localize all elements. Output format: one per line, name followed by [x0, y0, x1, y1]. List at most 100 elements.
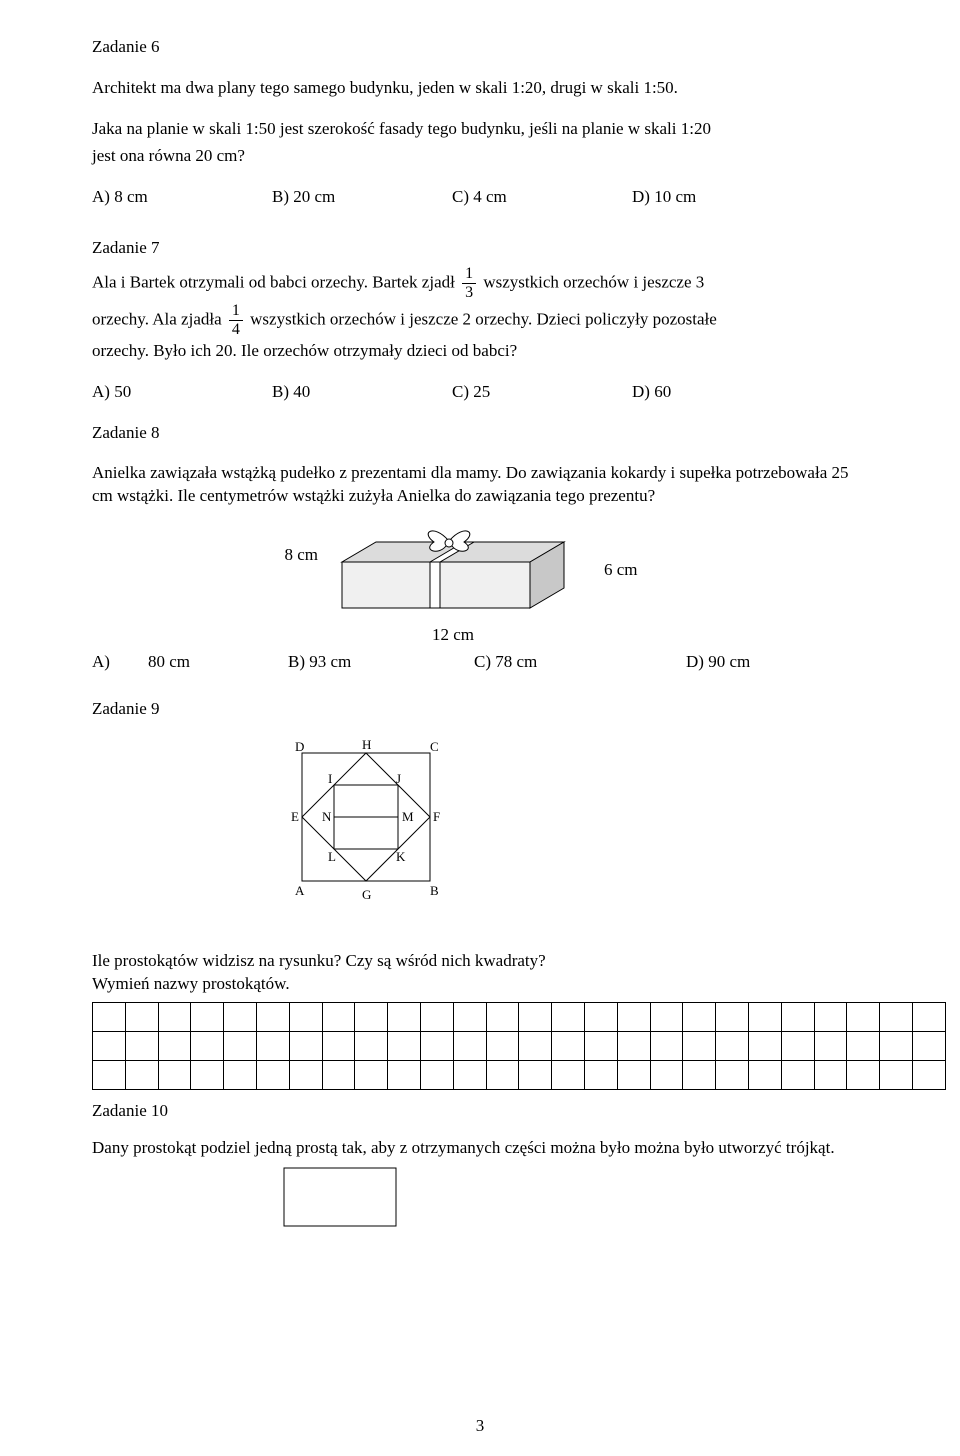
grid-cell — [847, 1031, 880, 1060]
grid-cell — [224, 1002, 257, 1031]
task10-rect-wrap — [282, 1166, 868, 1237]
task8-opt-d: D) 90 cm — [686, 651, 750, 674]
task7-opt-d: D) 60 — [632, 381, 812, 404]
grid-cell — [617, 1031, 650, 1060]
grid-cell — [781, 1031, 814, 1060]
grid-cell — [125, 1060, 158, 1089]
grid-cell — [256, 1060, 289, 1089]
task6-p2: Jaka na planie w skali 1:50 jest szeroko… — [92, 118, 868, 141]
grid-cell — [191, 1060, 224, 1089]
task8-opt-a: 80 cm — [148, 651, 288, 674]
task6-p1: Architekt ma dwa plany tego samego budyn… — [92, 77, 868, 100]
grid-cell — [125, 1031, 158, 1060]
page-number: 3 — [0, 1415, 960, 1438]
grid-cell — [814, 1031, 847, 1060]
label-12cm: 12 cm — [318, 624, 588, 647]
grid-cell — [322, 1031, 355, 1060]
grid-cell — [420, 1002, 453, 1031]
svg-text:J: J — [396, 771, 401, 786]
grid-cell — [355, 1031, 388, 1060]
grid-cell — [420, 1060, 453, 1089]
grid-cell — [420, 1031, 453, 1060]
grid-cell — [289, 1002, 322, 1031]
task7-line3: orzechy. Było ich 20. Ile orzechów otrzy… — [92, 340, 868, 363]
grid-cell — [289, 1031, 322, 1060]
frac-bot: 3 — [462, 284, 476, 301]
task7-options: A) 50 B) 40 C) 25 D) 60 — [92, 381, 868, 404]
grid-cell — [781, 1002, 814, 1031]
grid-cell — [880, 1002, 913, 1031]
grid-cell — [552, 1031, 585, 1060]
svg-text:M: M — [402, 809, 414, 824]
grid-cell — [814, 1002, 847, 1031]
grid-cell — [880, 1060, 913, 1089]
gift-box-icon — [326, 526, 596, 622]
grid-cell — [748, 1002, 781, 1031]
grid-cell — [584, 1060, 617, 1089]
grid-cell — [158, 1060, 191, 1089]
grid-cell — [93, 1060, 126, 1089]
grid-cell — [519, 1002, 552, 1031]
grid-cell — [912, 1002, 945, 1031]
grid-cell — [224, 1060, 257, 1089]
grid-cell — [191, 1002, 224, 1031]
task7-line2b: wszystkich orzechów i jeszcze 2 orzechy.… — [250, 309, 717, 328]
task8-options: A) 80 cm B) 93 cm C) 78 cm D) 90 cm — [92, 651, 868, 674]
grid-cell — [552, 1060, 585, 1089]
grid-cell — [748, 1031, 781, 1060]
grid-cell — [650, 1031, 683, 1060]
grid-cell — [256, 1031, 289, 1060]
task6-opt-d: D) 10 cm — [632, 186, 812, 209]
grid-cell — [322, 1060, 355, 1089]
grid-cell — [224, 1031, 257, 1060]
grid-cell — [191, 1031, 224, 1060]
task6-opt-b: B) 20 cm — [272, 186, 452, 209]
grid-cell — [683, 1031, 716, 1060]
task7-line1a: Ala i Bartek otrzymali od babci orzechy.… — [92, 272, 459, 291]
grid-cell — [716, 1031, 749, 1060]
grid-table — [92, 1002, 946, 1090]
grid-cell — [683, 1060, 716, 1089]
grid-cell — [289, 1060, 322, 1089]
grid-cell — [322, 1002, 355, 1031]
task7-opt-b: B) 40 — [272, 381, 452, 404]
grid-cell — [355, 1002, 388, 1031]
task7-opt-a: A) 50 — [92, 381, 272, 404]
grid-cell — [256, 1002, 289, 1031]
grid-cell — [93, 1031, 126, 1060]
grid-cell — [453, 1060, 486, 1089]
grid-cell — [847, 1060, 880, 1089]
task10-p: Dany prostokąt podziel jedną prostą tak,… — [92, 1137, 868, 1160]
task7-line2a: orzechy. Ala zjadła — [92, 309, 226, 328]
task7-opt-c: C) 25 — [452, 381, 632, 404]
grid-cell — [716, 1002, 749, 1031]
svg-text:G: G — [362, 887, 371, 902]
frac-top: 1 — [462, 266, 476, 284]
grid-cell — [912, 1060, 945, 1089]
grid-cell — [650, 1060, 683, 1089]
task9-title: Zadanie 9 — [92, 698, 868, 721]
grid-cell — [650, 1002, 683, 1031]
grid-cell — [912, 1031, 945, 1060]
grid-cell — [388, 1060, 421, 1089]
task7-line1: Ala i Bartek otrzymali od babci orzechy.… — [92, 266, 868, 301]
svg-text:N: N — [322, 809, 332, 824]
grid-cell — [125, 1002, 158, 1031]
fraction-1-3: 1 3 — [462, 266, 476, 301]
svg-text:A: A — [295, 883, 305, 898]
task10-title: Zadanie 10 — [92, 1100, 868, 1123]
task8-opt-c: C) 78 cm — [474, 651, 686, 674]
grid-cell — [453, 1031, 486, 1060]
svg-text:D: D — [295, 739, 304, 754]
grid-cell — [158, 1031, 191, 1060]
page: Zadanie 6 Architekt ma dwa plany tego sa… — [0, 0, 960, 1456]
grid-cell — [617, 1060, 650, 1089]
answer-grid — [92, 1002, 868, 1090]
task6-opt-c: C) 4 cm — [452, 186, 632, 209]
task9-q1: Ile prostokątów widzisz na rysunku? Czy … — [92, 950, 868, 973]
grid-cell — [617, 1002, 650, 1031]
task8-title: Zadanie 8 — [92, 422, 868, 445]
grid-cell — [584, 1031, 617, 1060]
grid-cell — [584, 1002, 617, 1031]
svg-text:L: L — [328, 849, 336, 864]
